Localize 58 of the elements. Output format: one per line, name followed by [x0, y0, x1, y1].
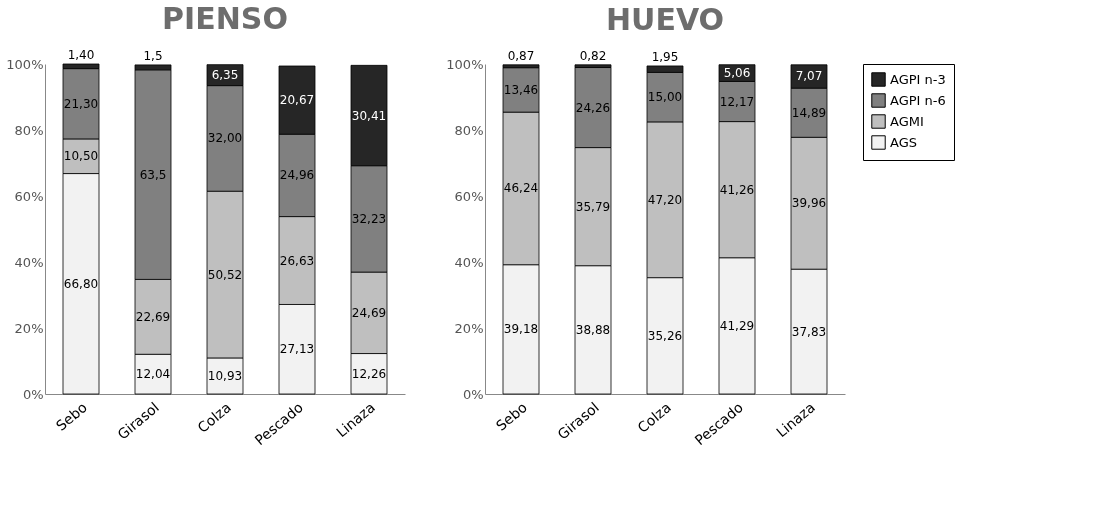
- data-label: 63,5: [139, 167, 167, 182]
- chart-title: HUEVO: [605, 1, 725, 37]
- data-label: 35,26: [647, 328, 683, 343]
- data-label: 66,80: [63, 276, 99, 291]
- y-tick-label: 80%: [14, 122, 44, 138]
- data-label: 0,87: [507, 48, 535, 63]
- y-tick-label: 100%: [6, 56, 44, 72]
- data-label: 46,24: [503, 181, 539, 196]
- data-label: 30,41: [351, 108, 387, 123]
- y-tick-label: 20%: [454, 320, 484, 336]
- data-label: 6,35: [211, 68, 239, 83]
- data-label: 10,93: [207, 368, 243, 383]
- data-label: 12,04: [135, 367, 171, 382]
- legend-label: AGMI: [890, 113, 924, 129]
- data-label: 7,07: [795, 69, 823, 84]
- data-label: 24,69: [351, 305, 387, 320]
- y-tick-label: 60%: [14, 188, 44, 204]
- data-label: 5,06: [723, 66, 751, 81]
- data-label: 39,18: [503, 322, 539, 337]
- data-label: 20,67: [279, 93, 315, 108]
- data-label: 37,83: [791, 324, 827, 339]
- data-label: 32,00: [207, 131, 243, 146]
- data-label: 15,00: [647, 90, 683, 105]
- y-tick-label: 40%: [454, 254, 484, 270]
- data-label: 41,29: [719, 318, 755, 333]
- y-tick-label: 60%: [454, 188, 484, 204]
- legend-label: AGPI n-6: [890, 92, 946, 108]
- data-label: 41,26: [719, 182, 755, 197]
- legend-label: AGPI n-3: [890, 71, 946, 87]
- data-label: 12,17: [719, 94, 755, 109]
- data-label: 21,30: [63, 96, 99, 111]
- data-label: 10,50: [63, 149, 99, 164]
- y-tick-label: 0%: [22, 386, 44, 402]
- y-tick-label: 20%: [14, 320, 44, 336]
- data-label: 32,23: [351, 211, 387, 226]
- legend-label: AGS: [890, 134, 917, 150]
- y-tick-label: 100%: [446, 56, 484, 72]
- y-tick-label: 40%: [14, 254, 44, 270]
- data-label: 27,13: [279, 342, 315, 357]
- data-label: 35,79: [575, 199, 611, 214]
- data-label: 50,52: [207, 267, 243, 282]
- data-label: 14,89: [791, 105, 827, 120]
- data-label: 0,82: [579, 48, 607, 63]
- data-label: 12,26: [351, 366, 387, 381]
- data-label: 24,26: [575, 100, 611, 115]
- data-label: 13,46: [503, 82, 539, 97]
- data-label: 1,40: [67, 48, 95, 62]
- data-label: 22,69: [135, 309, 171, 324]
- data-label: 38,88: [575, 322, 611, 337]
- data-label: 39,96: [791, 196, 827, 211]
- data-label: 47,20: [647, 192, 683, 207]
- chart-title: PIENSO: [162, 1, 288, 36]
- data-label: 26,63: [279, 253, 315, 268]
- data-label: 24,96: [279, 168, 315, 183]
- y-tick-label: 80%: [454, 122, 484, 138]
- y-tick-label: 0%: [462, 386, 484, 402]
- data-label: 1,5: [143, 48, 163, 63]
- data-label: 1,95: [651, 49, 679, 64]
